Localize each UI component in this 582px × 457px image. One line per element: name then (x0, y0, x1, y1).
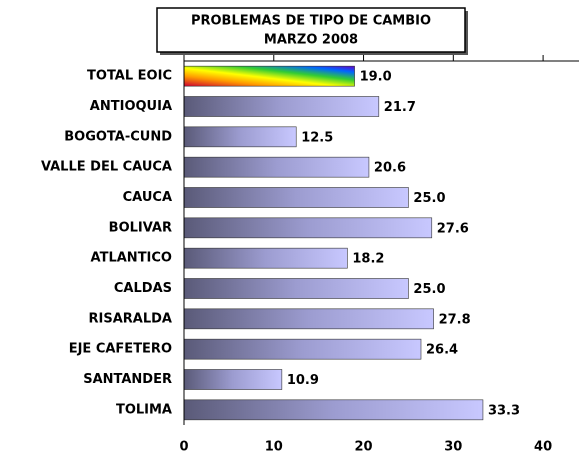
bar (183, 126, 297, 148)
y-tick-label: ATLANTICO (91, 251, 172, 266)
bar (183, 156, 370, 178)
bar (183, 369, 283, 390)
bar (183, 247, 348, 269)
value-label: 25.0 (413, 282, 445, 297)
y-tick-label: EJE CAFETERO (69, 342, 172, 357)
bar (183, 308, 434, 330)
y-tick-label: BOLIVAR (109, 220, 172, 235)
x-tick-label: 10 (265, 440, 283, 455)
value-label: 27.8 (439, 312, 471, 327)
y-tick-label: BOGOTA-CUND (64, 129, 172, 144)
bar (183, 65, 355, 87)
value-label: 26.4 (426, 343, 458, 358)
x-tick-label: 40 (534, 440, 552, 455)
value-label: 19.0 (360, 70, 392, 85)
bar (183, 96, 380, 117)
bar (183, 399, 484, 421)
bar (183, 217, 433, 239)
y-tick-label: RISARALDA (89, 311, 172, 326)
bar (183, 338, 422, 360)
value-label: 10.9 (287, 373, 319, 388)
x-tick-label: 0 (179, 440, 188, 455)
title-box (156, 7, 466, 53)
x-tick-label: 30 (444, 440, 462, 455)
value-label: 21.7 (384, 100, 416, 115)
value-label: 12.5 (301, 130, 333, 145)
chart-title: PROBLEMAS DE TIPO DE CAMBIO (191, 14, 431, 29)
y-tick-label: CAUCA (123, 190, 172, 205)
x-tick-label: 20 (354, 440, 372, 455)
value-label: 27.6 (437, 221, 469, 236)
chart-subtitle: MARZO 2008 (264, 33, 358, 48)
value-label: 20.6 (374, 161, 406, 176)
bar (183, 187, 409, 208)
bar (183, 278, 409, 299)
y-tick-label: VALLE DEL CAUCA (41, 160, 172, 175)
value-label: 25.0 (413, 191, 445, 206)
y-tick-label: CALDAS (114, 281, 172, 296)
y-tick-label: TOLIMA (116, 402, 172, 417)
y-tick-label: TOTAL EOIC (87, 69, 172, 84)
value-label: 33.3 (488, 403, 520, 418)
y-tick-label: SANTANDER (83, 372, 172, 387)
value-label: 18.2 (352, 252, 384, 267)
y-tick-label: ANTIOQUIA (90, 99, 172, 114)
